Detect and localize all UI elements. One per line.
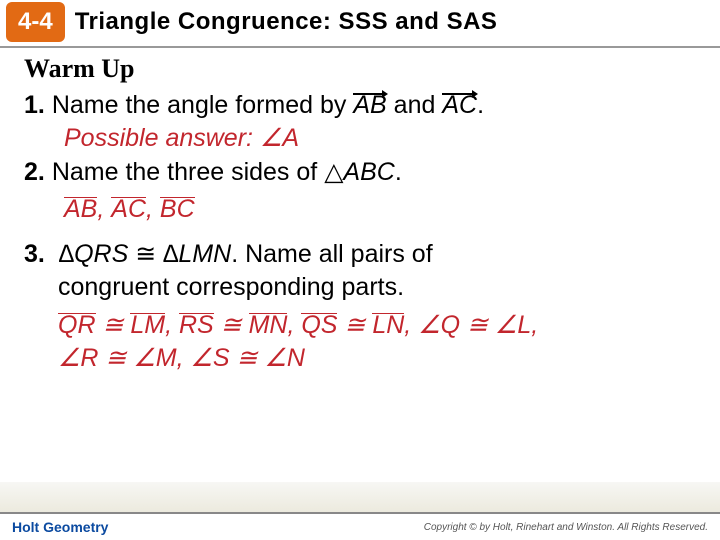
angle-S: S	[213, 344, 230, 372]
angle-N: N	[287, 344, 305, 372]
comma1: ,	[97, 195, 111, 223]
footer-copyright: Copyright © by Holt, Rinehart and Winsto…	[424, 522, 708, 533]
segment-AC: AC	[111, 194, 146, 225]
tri-LMN: ∆LMN	[163, 240, 231, 268]
congruent-symbol: ≅	[128, 240, 163, 268]
angle-Q: Q	[441, 311, 460, 339]
comma2: ,	[146, 195, 160, 223]
seg-QR: QR	[58, 310, 96, 341]
seg-MN: MN	[249, 310, 288, 341]
question-1: 1. Name the angle formed by AB and AC.	[24, 90, 696, 121]
q1-text-post: .	[477, 91, 484, 119]
answer-3-line2: ∠R ≅ ∠M, ∠S ≅ ∠N	[24, 343, 696, 374]
answer-1: Possible answer: ∠A	[24, 123, 696, 154]
answer-2: AB, AC, BC	[24, 194, 696, 225]
ray-AB: AB	[353, 90, 386, 121]
ray-AC: AC	[442, 90, 477, 121]
angle-M: M	[156, 344, 177, 372]
angle-L: L	[517, 311, 531, 339]
q3-rest2: congruent corresponding parts.	[58, 273, 404, 301]
seg-QS: QS	[301, 310, 337, 341]
section-badge: 4-4	[6, 2, 65, 42]
q1-number: 1.	[24, 90, 45, 121]
q3-rest: Name all pairs of	[238, 240, 433, 268]
question-3-line2: congruent corresponding parts.	[24, 272, 696, 303]
q1-text-mid: and	[387, 91, 443, 119]
q2-text: Name the three sides of	[52, 158, 324, 186]
segment-AB: AB	[64, 194, 97, 225]
q2-post: .	[395, 158, 402, 186]
answer-3-line1: QR ≅ LM, RS ≅ MN, QS ≅ LN, ∠Q ≅ ∠L,	[24, 310, 696, 341]
slide-header: 4-4 Triangle Congruence: SSS and SAS	[0, 0, 720, 44]
seg-RS: RS	[179, 310, 214, 341]
background-band	[0, 482, 720, 512]
segment-BC: BC	[160, 194, 195, 225]
question-3: 3. ∆QRS ≅ ∆LMN. Name all pairs of	[24, 239, 696, 270]
q2-number: 2.	[24, 157, 45, 188]
footer: Holt Geometry Copyright © by Holt, Rineh…	[0, 512, 720, 540]
triangle-name: ABC	[343, 158, 394, 186]
angle-R: R	[80, 344, 98, 372]
seg-LN: LN	[372, 310, 404, 341]
footer-brand: Holt Geometry	[12, 519, 108, 535]
triangle-symbol: △	[324, 158, 343, 186]
a1-pre: Possible answer:	[64, 124, 260, 152]
q1-text-pre: Name the angle formed by	[52, 91, 354, 119]
question-2: 2. Name the three sides of △ABC.	[24, 157, 696, 188]
a1-val: A	[282, 124, 299, 152]
q3-number: 3.	[24, 239, 45, 270]
tri-QRS: ∆QRS	[59, 240, 128, 268]
angle-symbol: ∠	[260, 124, 282, 152]
seg-LM: LM	[130, 310, 165, 341]
content: Warm Up 1. Name the angle formed by AB a…	[0, 48, 720, 374]
slide-title: Triangle Congruence: SSS and SAS	[75, 8, 498, 36]
warmup-heading: Warm Up	[24, 54, 696, 84]
